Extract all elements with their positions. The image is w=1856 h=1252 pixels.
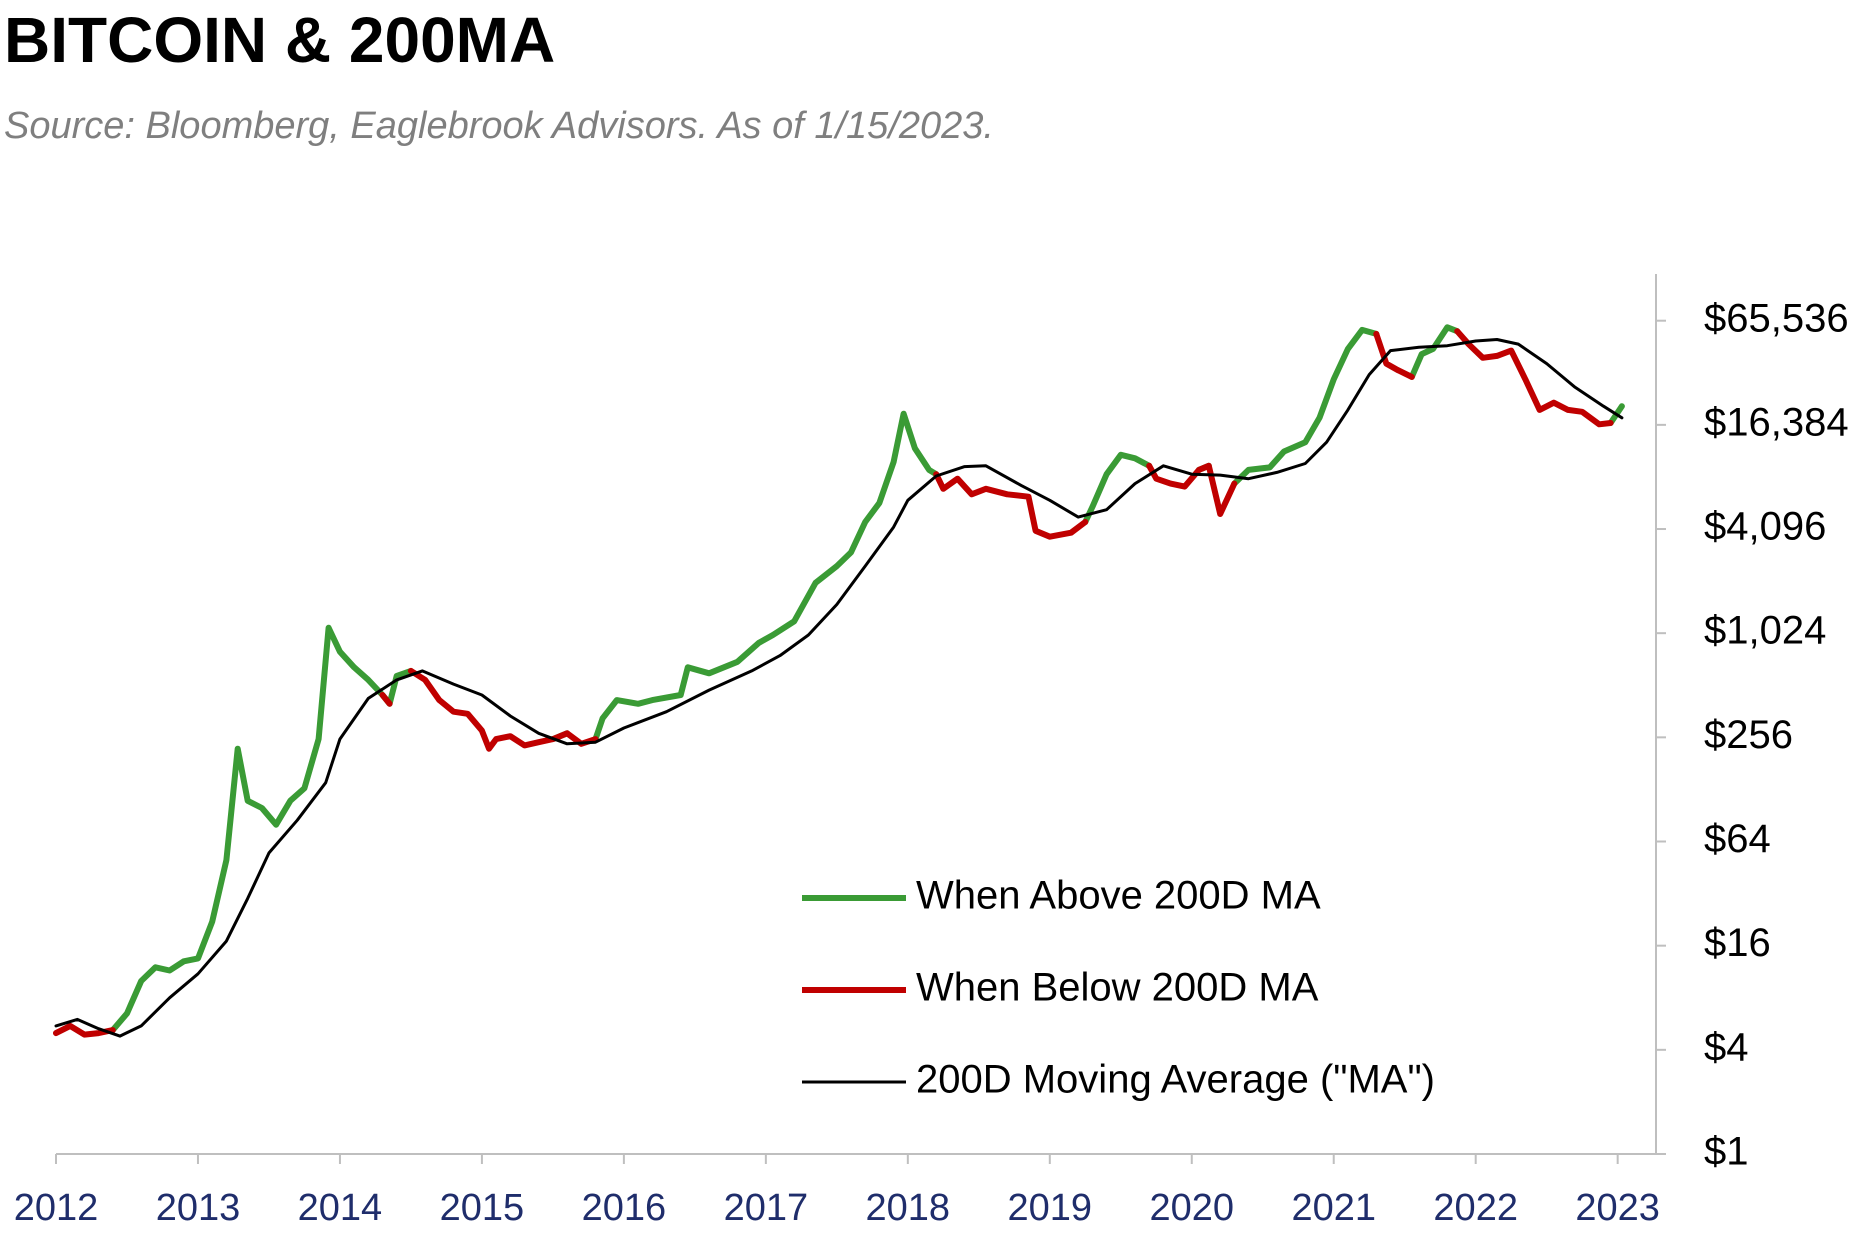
x-tick-label: 2022 (1433, 1187, 1518, 1229)
legend-label: When Below 200D MA (916, 966, 1319, 1010)
x-tick-label: 2021 (1291, 1187, 1376, 1229)
y-tick-label: $256 (1704, 713, 1793, 757)
y-tick-label: $4,096 (1704, 505, 1826, 549)
x-tick-label: 2012 (14, 1187, 99, 1229)
x-tick-label: 2016 (582, 1187, 667, 1229)
series-line (53, 328, 1614, 1038)
series-line (109, 324, 1625, 1034)
x-tick-label: 2018 (866, 1187, 951, 1229)
x-tick-label: 2017 (724, 1187, 809, 1229)
y-tick-label: $1 (1704, 1130, 1749, 1174)
legend-label: 200D Moving Average ("MA") (916, 1058, 1435, 1102)
y-tick-label: $65,536 (1704, 296, 1849, 340)
x-tick-label: 2014 (298, 1187, 383, 1229)
x-tick-label: 2013 (156, 1187, 241, 1229)
legend-label: When Above 200D MA (916, 874, 1321, 918)
x-tick-label: 2019 (1008, 1187, 1093, 1229)
x-tick-label: 2015 (440, 1187, 525, 1229)
chart-subtitle: Source: Bloomberg, Eaglebrook Advisors. … (4, 105, 994, 147)
y-tick-label: $1,024 (1704, 609, 1826, 653)
series-line (54, 338, 1624, 1038)
y-tick-label: $4 (1704, 1025, 1749, 1069)
y-tick-label: $16 (1704, 921, 1771, 965)
y-tick-label: $16,384 (1704, 400, 1849, 444)
chart-title: BITCOIN & 200MA (4, 4, 555, 76)
y-tick-label: $64 (1704, 817, 1771, 861)
x-tick-label: 2023 (1575, 1187, 1660, 1229)
x-tick-label: 2020 (1149, 1187, 1234, 1229)
